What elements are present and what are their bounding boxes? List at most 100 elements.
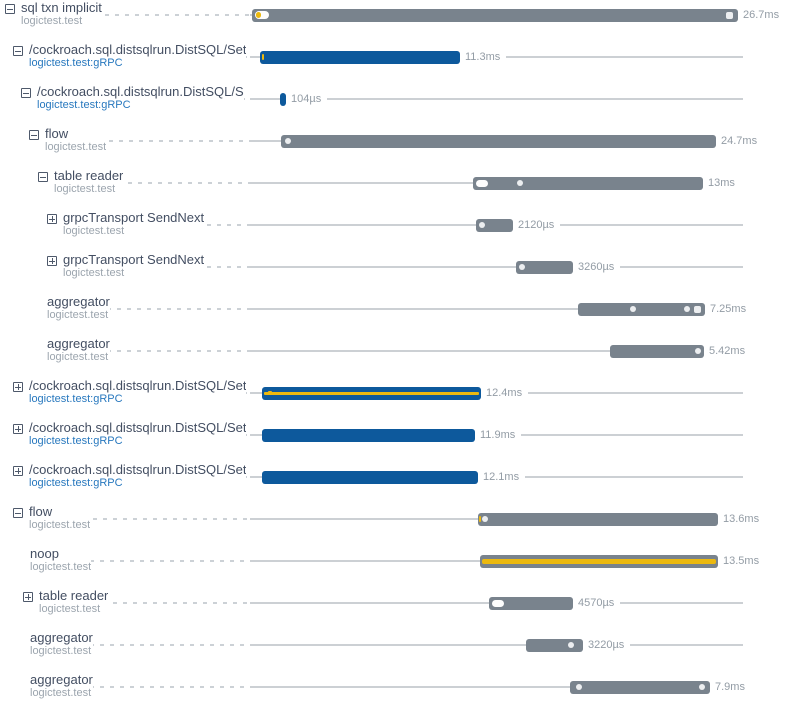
span-label-block[interactable]: aggregator logictest.test xyxy=(47,295,110,321)
span-label-block[interactable]: aggregator logictest.test xyxy=(30,631,93,657)
span-bar[interactable] xyxy=(489,596,573,610)
span-bar[interactable] xyxy=(473,176,703,190)
span-label-block[interactable]: sql txn implicit logictest.test xyxy=(5,1,102,27)
span-timeline: 5.42ms xyxy=(250,336,745,366)
span-bar[interactable] xyxy=(478,512,718,526)
span-service-label: logictest.test xyxy=(47,309,109,321)
span-duration: 4570µs xyxy=(578,597,615,609)
leading-connector-line xyxy=(250,56,260,58)
span-duration: 7.25ms xyxy=(710,303,747,315)
span-label-block[interactable]: aggregator logictest.test xyxy=(30,673,93,699)
circle-marker xyxy=(695,348,701,354)
span-service-label: logictest.test xyxy=(30,561,92,573)
trailing-connector-line xyxy=(620,266,743,268)
span-label-block[interactable]: /cockroach.sql.distsqlrun.DistSQL/Set lo… xyxy=(13,421,247,447)
span-service-label: logictest.test xyxy=(30,687,92,699)
span-service-label: logictest.test xyxy=(30,645,92,657)
span-label-block[interactable]: noop logictest.test xyxy=(30,547,92,573)
span-duration: 104µs xyxy=(291,93,322,105)
span-bar[interactable] xyxy=(578,302,705,316)
ysquare-marker xyxy=(268,391,272,395)
span-label-block[interactable]: flow logictest.test xyxy=(29,127,107,153)
span-label-block[interactable]: /cockroach.sql.distsqlrun.DistSQL/S logi… xyxy=(21,85,244,111)
span-name: aggregator xyxy=(30,631,93,645)
expand-collapse-icon[interactable] xyxy=(13,466,23,476)
expand-collapse-icon[interactable] xyxy=(29,130,39,140)
trailing-connector-line xyxy=(327,98,743,100)
span-label-block[interactable]: grpcTransport SendNext logictest.test xyxy=(47,211,205,237)
expand-collapse-icon[interactable] xyxy=(23,592,33,602)
intent-stripe xyxy=(264,391,479,395)
span-bar[interactable] xyxy=(262,470,478,484)
span-label-block[interactable]: table reader logictest.test xyxy=(38,169,124,195)
span-timeline: 26.7ms xyxy=(250,0,779,30)
span-bar[interactable] xyxy=(476,218,513,232)
span-labels: flow logictest.test xyxy=(29,505,90,531)
expand-collapse-icon[interactable] xyxy=(13,424,23,434)
span-bar[interactable] xyxy=(260,50,460,64)
span-bar[interactable] xyxy=(480,554,718,568)
span-timeline: 7.9ms xyxy=(250,672,745,702)
leading-connector-line xyxy=(250,308,578,310)
trace-row: aggregator logictest.test 5.42ms xyxy=(0,336,786,378)
trailing-connector-line xyxy=(630,644,743,646)
span-bar[interactable] xyxy=(281,134,716,148)
span-label-block[interactable]: table reader logictest.test xyxy=(23,589,109,615)
expand-collapse-icon[interactable] xyxy=(38,172,48,182)
span-label-block[interactable]: flow logictest.test xyxy=(13,505,91,531)
span-bar[interactable] xyxy=(570,680,710,694)
span-bar[interactable] xyxy=(280,92,286,106)
trace-row: aggregator logictest.test 7.25ms xyxy=(0,294,786,336)
trace-row: /cockroach.sql.distsqlrun.DistSQL/Set lo… xyxy=(0,42,786,84)
trace-row: table reader logictest.test 13ms xyxy=(0,168,786,210)
span-timeline: 3220µs xyxy=(250,630,743,660)
leading-connector-line xyxy=(250,476,262,478)
span-duration: 26.7ms xyxy=(743,9,780,21)
expand-collapse-icon[interactable] xyxy=(47,256,57,266)
expand-collapse-icon[interactable] xyxy=(13,46,23,56)
span-label-block[interactable]: grpcTransport SendNext logictest.test xyxy=(47,253,205,279)
span-timeline: 2120µs xyxy=(250,210,743,240)
leading-connector-line xyxy=(250,266,516,268)
expand-collapse-icon[interactable] xyxy=(13,508,23,518)
trailing-connector-line xyxy=(506,56,743,58)
span-bar[interactable] xyxy=(526,638,583,652)
expand-collapse-icon[interactable] xyxy=(47,214,57,224)
span-service-label: logictest.test:gRPC xyxy=(29,393,123,405)
span-duration: 2120µs xyxy=(518,219,555,231)
span-label-block[interactable]: /cockroach.sql.distsqlrun.DistSQL/Set lo… xyxy=(13,463,247,489)
dashed-leader-line xyxy=(30,560,250,562)
circle-marker xyxy=(630,306,636,312)
span-label-block[interactable]: aggregator logictest.test xyxy=(47,337,110,363)
span-name: aggregator xyxy=(30,673,93,687)
span-bar[interactable] xyxy=(262,428,475,442)
trace-row: /cockroach.sql.distsqlrun.DistSQL/Set lo… xyxy=(0,420,786,462)
span-duration: 13.6ms xyxy=(723,513,760,525)
span-labels: table reader logictest.test xyxy=(54,169,123,195)
leading-connector-line xyxy=(250,182,473,184)
span-timeline: 7.25ms xyxy=(250,294,747,324)
expand-collapse-icon[interactable] xyxy=(13,382,23,392)
span-service-label: logictest.test xyxy=(63,225,125,237)
dashed-leader-line xyxy=(30,686,250,688)
pill-marker xyxy=(492,599,504,607)
span-duration: 11.3ms xyxy=(465,51,501,63)
circle-marker xyxy=(568,642,574,648)
expand-collapse-icon[interactable] xyxy=(21,88,31,98)
circle-marker xyxy=(517,180,523,186)
trace-row: aggregator logictest.test 3220µs xyxy=(0,630,786,672)
span-service-label: logictest.test:gRPC xyxy=(29,57,123,69)
trailing-connector-line xyxy=(521,434,743,436)
circle-marker xyxy=(519,264,525,270)
span-name: /cockroach.sql.distsqlrun.DistSQL/Set xyxy=(29,463,247,477)
span-bar[interactable] xyxy=(610,344,704,358)
span-bar[interactable] xyxy=(252,8,738,22)
span-bar[interactable] xyxy=(516,260,573,274)
span-labels: grpcTransport SendNext logictest.test xyxy=(63,253,204,279)
span-bar[interactable] xyxy=(262,386,481,400)
span-name: /cockroach.sql.distsqlrun.DistSQL/S xyxy=(37,85,244,99)
expand-collapse-icon[interactable] xyxy=(5,4,15,14)
span-label-block[interactable]: /cockroach.sql.distsqlrun.DistSQL/Set lo… xyxy=(13,43,247,69)
span-label-block[interactable]: /cockroach.sql.distsqlrun.DistSQL/Set lo… xyxy=(13,379,247,405)
